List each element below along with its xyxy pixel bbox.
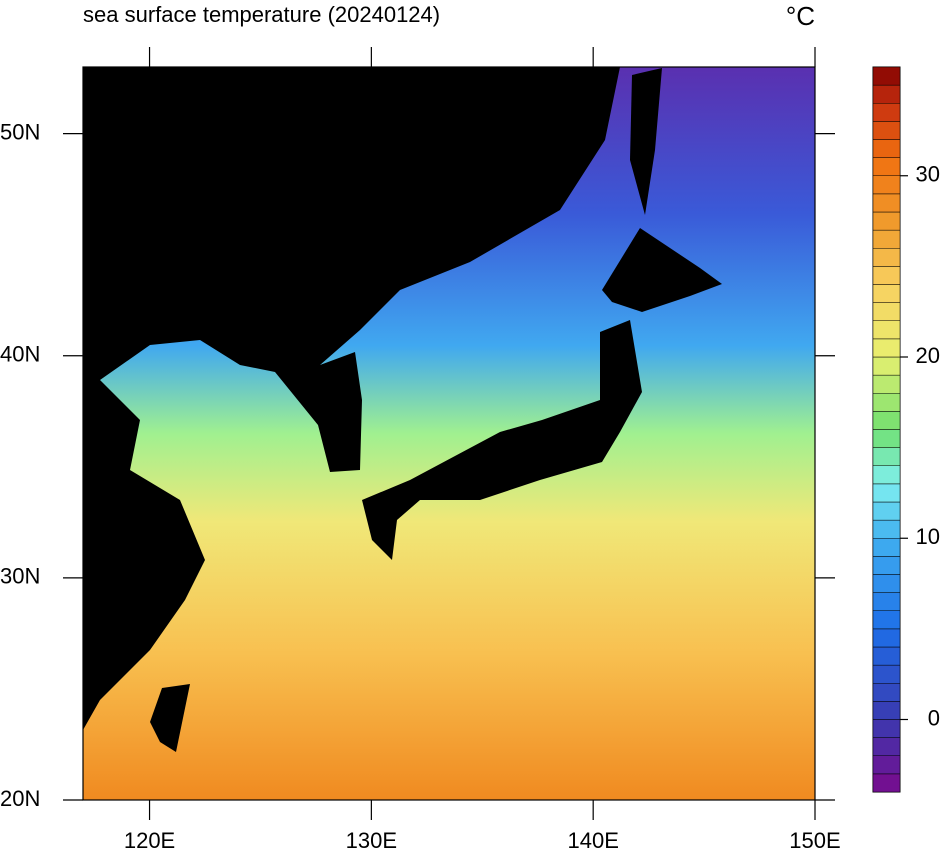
colorbar-box <box>872 320 901 340</box>
title: sea surface temperature (20240124) <box>83 2 440 27</box>
land <box>362 320 642 560</box>
colorbar-box <box>872 411 901 430</box>
colorbar-box <box>872 447 901 466</box>
colorbar-box <box>872 664 901 684</box>
colorbar-label: 20 <box>916 343 940 368</box>
colorbar-box <box>872 338 901 358</box>
colorbar-box <box>872 157 901 176</box>
y-tick-label: 40N <box>0 342 40 367</box>
colorbar-box <box>872 211 901 231</box>
colorbar-box <box>872 84 901 104</box>
y-tick-label: 20N <box>0 786 40 811</box>
x-tick-label: 120E <box>124 828 175 853</box>
y-tick-label: 30N <box>0 564 40 589</box>
frame <box>82 66 816 801</box>
colorbar-box <box>872 538 901 557</box>
colorbar-box <box>872 193 901 213</box>
colorbar-box <box>872 429 901 448</box>
colorbar-box <box>872 556 901 575</box>
colorbar-box <box>872 683 901 702</box>
colorbar-box <box>872 646 901 666</box>
colorbar-box <box>872 175 901 195</box>
colorbar-box <box>872 103 901 122</box>
colorbar-box <box>872 465 901 485</box>
colorbar-box <box>872 773 901 793</box>
land <box>602 228 722 312</box>
land <box>630 68 662 215</box>
colorbar-label: 10 <box>916 524 940 549</box>
colorbar-box <box>872 393 901 412</box>
colorbar-label: 0 <box>928 705 940 730</box>
colorbar-box <box>872 483 901 503</box>
colorbar-box <box>872 248 901 267</box>
colorbar-box <box>872 284 901 303</box>
x-tick-label: 140E <box>567 828 618 853</box>
colorbar-box <box>872 139 901 158</box>
land <box>83 67 620 730</box>
colorbar-box <box>872 592 901 611</box>
x-tick-label: 150E <box>789 828 840 853</box>
x-tick-label: 130E <box>346 828 397 853</box>
land <box>150 684 190 752</box>
y-tick-label: 50N <box>0 119 40 144</box>
colorbar-box <box>872 519 901 539</box>
unit: °C <box>786 1 815 31</box>
colorbar-box <box>872 701 901 720</box>
colorbar-box <box>872 302 901 321</box>
colorbar-box <box>872 501 901 521</box>
colorbar-box <box>872 356 901 376</box>
colorbar-box <box>872 229 901 249</box>
colorbar-label: 30 <box>916 162 940 187</box>
colorbar-box <box>872 737 901 756</box>
colorbar-box <box>872 266 901 285</box>
colorbar-box <box>872 66 901 86</box>
colorbar-box <box>872 755 901 775</box>
colorbar-box <box>872 374 901 394</box>
map-area <box>82 66 816 801</box>
colorbar-box <box>872 628 901 648</box>
colorbar-box <box>872 610 901 630</box>
colorbar-box <box>872 719 901 738</box>
colorbar-box <box>872 574 901 593</box>
colorbar-box <box>872 121 901 140</box>
